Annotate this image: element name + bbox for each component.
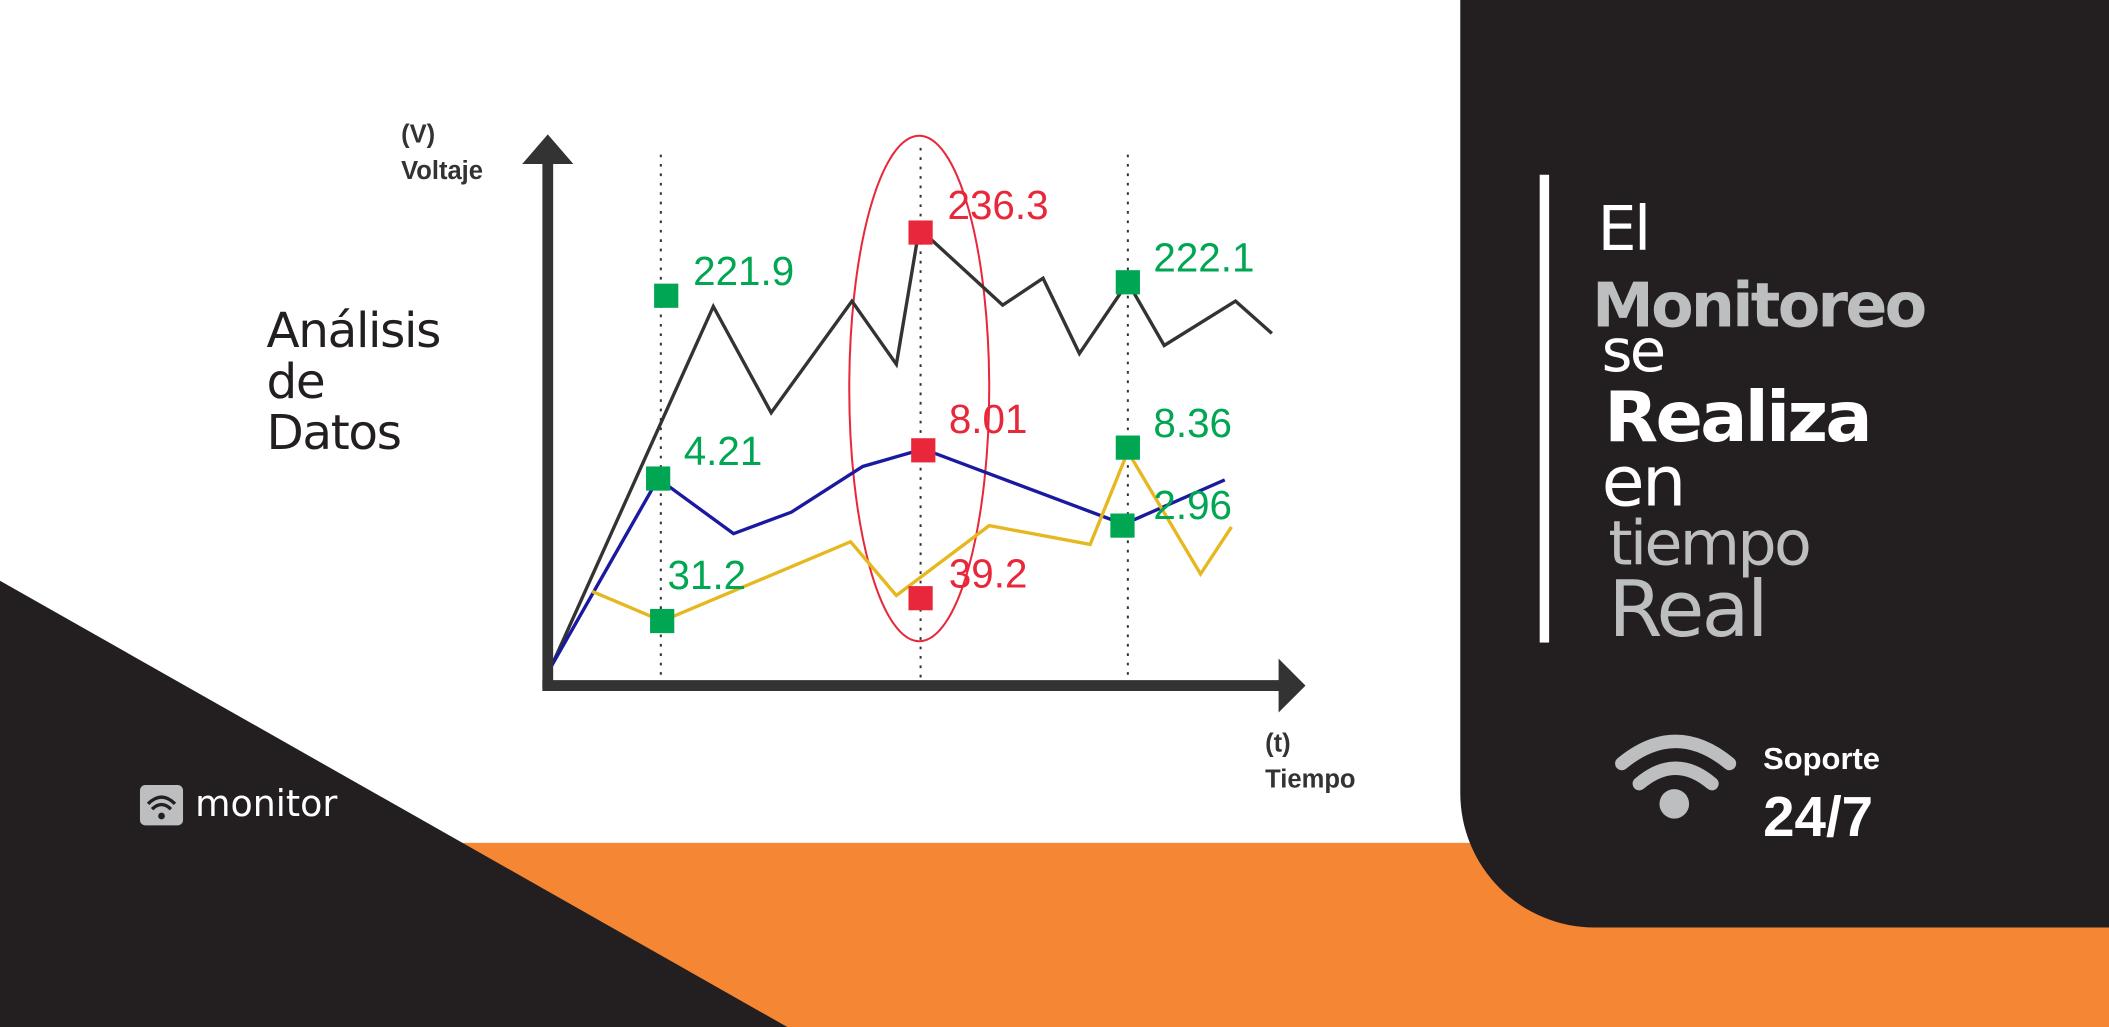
x-label: Tiempo xyxy=(1265,766,1355,794)
headline-line: se xyxy=(1602,316,1664,385)
logo-text: monitor xyxy=(195,782,337,825)
marker xyxy=(654,283,679,308)
marker xyxy=(908,586,933,611)
value-label: 8.01 xyxy=(949,396,1028,442)
headline-line: Realiza xyxy=(1604,377,1870,458)
red-markers xyxy=(908,220,936,611)
headline-line: El xyxy=(1598,193,1649,265)
wifi-arc xyxy=(1632,761,1719,791)
y-unit: (V) xyxy=(401,121,435,149)
current-line xyxy=(550,447,1226,667)
logo-dot xyxy=(158,812,165,820)
axis-labels: (V) Voltaje (t) Tiempo xyxy=(401,121,1355,794)
headline: El Monitoreo se Realiza en tiempo Real xyxy=(1592,193,1927,655)
marker xyxy=(1115,435,1140,460)
y-arrow xyxy=(522,134,574,164)
value-label: 39.2 xyxy=(949,550,1028,596)
dark-panel xyxy=(1460,0,2109,928)
title-line: Datos xyxy=(266,405,400,461)
highlight-ellipse xyxy=(848,134,991,643)
value-label: 31.2 xyxy=(668,552,747,598)
x-arrow xyxy=(1278,658,1306,713)
value-label: 8.36 xyxy=(1153,400,1232,446)
value-label: 2.96 xyxy=(1153,482,1232,528)
value-label: 222.1 xyxy=(1153,235,1254,281)
support-label: Soporte xyxy=(1763,741,1880,776)
wifi-arc xyxy=(1615,734,1737,771)
power-line xyxy=(591,447,1233,623)
marker xyxy=(650,608,675,634)
y-label: Voltaje xyxy=(401,157,483,185)
marker xyxy=(1115,270,1140,295)
chart-title: Análisis de Datos xyxy=(266,303,441,461)
headline-line: tiempo xyxy=(1608,508,1809,580)
title-line: de xyxy=(266,354,324,410)
logo-wifi xyxy=(146,795,177,811)
divider xyxy=(1539,174,1550,643)
marker xyxy=(908,220,933,245)
marker xyxy=(911,438,936,463)
headline-line: Monitoreo xyxy=(1592,270,1925,342)
support-hours: 24/7 xyxy=(1763,785,1873,848)
wifi-dot xyxy=(1659,789,1690,819)
headline-line: Real xyxy=(1608,565,1765,655)
marker xyxy=(1110,513,1135,538)
axes xyxy=(542,158,1282,691)
wifi-icon xyxy=(1615,734,1737,791)
x-unit: (t) xyxy=(1265,729,1291,757)
value-label: 4.21 xyxy=(684,428,763,474)
voltage-line xyxy=(550,225,1273,667)
green-markers xyxy=(646,270,1140,634)
dark-triangle xyxy=(0,580,788,1027)
title-line: Análisis xyxy=(266,303,440,359)
marker xyxy=(646,466,671,491)
value-label: 221.9 xyxy=(693,248,794,294)
headline-line: en xyxy=(1602,441,1684,522)
value-label: 236.3 xyxy=(948,182,1049,228)
